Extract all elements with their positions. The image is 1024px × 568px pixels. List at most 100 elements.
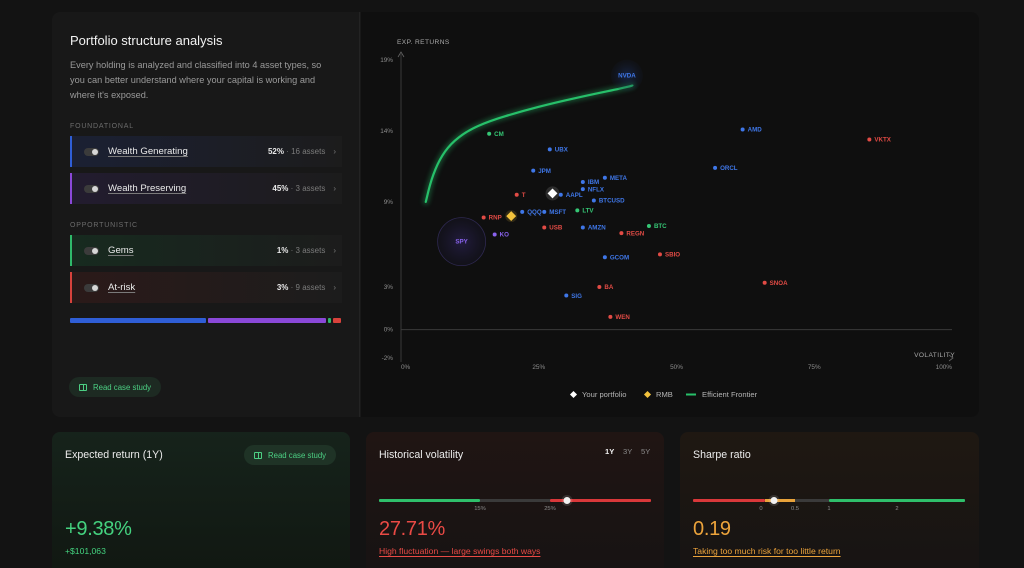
data-point <box>514 192 519 197</box>
point-label: REGN <box>626 230 644 237</box>
point-label: BTC <box>654 223 667 230</box>
scatter-plot: EXP. RETURNS VOLATILITY 19% 14% 9% 3% 0% -2% 0% 2… <box>380 39 955 399</box>
meter-tick-25: 25% <box>544 506 556 512</box>
period-5y[interactable]: 5Y <box>641 447 651 456</box>
data-point <box>602 255 607 260</box>
data-point <box>867 137 872 142</box>
category-row-gems[interactable]: Gems 1% · 3 assets › <box>70 235 342 266</box>
category-stats: 1% · 3 assets <box>277 246 325 255</box>
point-label: LTV <box>582 208 594 215</box>
data-point <box>646 224 651 229</box>
card-title: Sharpe ratio <box>693 449 751 461</box>
toggle-switch[interactable] <box>84 184 99 193</box>
chevron-right-icon: › <box>333 184 336 193</box>
y-tick-label: 19% <box>380 57 393 64</box>
point-label: SPY <box>455 239 468 246</box>
legend-your-portfolio-icon <box>569 390 578 399</box>
y-tick-label: -2% <box>382 355 394 362</box>
point-label: T <box>522 192 526 199</box>
point-label: BTCUSD <box>599 198 625 205</box>
category-name: At-risk <box>108 282 136 293</box>
point-label: AMZN <box>588 225 606 232</box>
data-point <box>608 314 613 319</box>
category-stats: 3% · 9 assets <box>277 283 325 292</box>
sharpe-meter <box>693 499 965 502</box>
case-study-label: Read case study <box>93 382 152 392</box>
expected-return-amount: +$101,063 <box>65 546 106 556</box>
y-tick-label: 3% <box>384 284 394 291</box>
point-label: JPM <box>538 168 551 175</box>
risk-return-chart: EXP. RETURNS VOLATILITY 19% 14% 9% 3% 0% -2% 0% 2… <box>361 12 979 417</box>
legend-your-portfolio: Your portfolio <box>582 390 626 399</box>
point-label: BA <box>604 284 613 291</box>
category-row-at-risk[interactable]: At-risk 3% · 9 assets › <box>70 272 342 303</box>
category-name: Wealth Generating <box>108 146 188 157</box>
panel-title: Portfolio structure analysis <box>70 33 223 48</box>
data-point <box>564 293 569 298</box>
toggle-switch[interactable] <box>84 283 99 292</box>
category-row-wealth-preserving[interactable]: Wealth Preserving 45% · 3 assets › <box>70 173 342 204</box>
toggle-switch[interactable] <box>84 147 99 156</box>
volatility-meter <box>379 499 651 502</box>
meter-tick-0-5: 0.5 <box>790 506 800 512</box>
category-percent: 52% <box>267 147 284 156</box>
point-label: USB <box>549 225 563 232</box>
sharpe-ratio-card: Sharpe ratio 0 0.5 1 2 0.19 Taking too m… <box>680 432 979 568</box>
spy-bubble <box>437 217 487 267</box>
efficient-frontier-glow <box>422 82 636 205</box>
x-axis-arrow-icon <box>948 354 954 362</box>
read-case-study-button[interactable]: Read case study <box>244 445 337 465</box>
y-axis-arrow-icon <box>397 51 405 58</box>
data-point <box>575 208 580 213</box>
allocation-segment <box>70 318 207 323</box>
category-asset-count: · 16 assets <box>283 147 326 156</box>
x-tick-label: 25% <box>532 364 545 371</box>
foundational-label: FOUNDATIONAL <box>70 123 134 130</box>
category-row-wealth-generating[interactable]: Wealth Generating 52% · 16 assets › <box>70 136 342 167</box>
point-label: UBX <box>555 147 569 154</box>
period-3y[interactable]: 3Y <box>623 447 633 456</box>
toggle-switch[interactable] <box>84 246 99 255</box>
category-stats: 52% · 16 assets <box>268 147 325 156</box>
data-point <box>591 198 596 203</box>
point-label: CM <box>494 131 504 138</box>
data-point <box>547 147 552 152</box>
category-stats: 45% · 3 assets <box>272 184 325 193</box>
x-tick-label: 75% <box>808 364 821 371</box>
point-label: GCOM <box>610 254 629 261</box>
point-label: NVDA <box>618 73 636 80</box>
category-asset-count: · 3 assets <box>288 184 326 193</box>
legend-efficient-frontier: Efficient Frontier <box>702 390 758 399</box>
data-point <box>762 280 767 285</box>
data-point <box>619 231 624 236</box>
data-point <box>713 165 718 170</box>
opportunistic-label: OPPORTUNISTIC <box>70 222 138 229</box>
period-1y[interactable]: 1Y <box>605 447 615 456</box>
your-portfolio-marker <box>547 188 558 199</box>
point-label: AMD <box>748 127 763 134</box>
rmb-marker <box>506 211 517 222</box>
book-icon <box>79 383 87 391</box>
category-percent: 1% <box>276 246 289 255</box>
portfolio-structure-panel: Portfolio structure analysis Every holdi… <box>52 12 979 417</box>
legend-rmb-icon <box>643 390 652 399</box>
read-case-study-button[interactable]: Read case study <box>69 377 162 397</box>
point-label: VKTX <box>874 137 891 144</box>
point-label: RNP <box>489 215 502 222</box>
point-label: MSFT <box>549 209 566 216</box>
point-label: IBM <box>588 179 599 186</box>
chevron-right-icon: › <box>333 283 336 292</box>
meter-tick-2: 2 <box>895 506 899 512</box>
x-axis-title: VOLATILITY <box>914 352 955 359</box>
structure-sidebar: Portfolio structure analysis Every holdi… <box>52 12 360 417</box>
data-point <box>542 225 547 230</box>
data-point <box>580 225 585 230</box>
data-point <box>657 252 662 257</box>
data-point <box>580 187 585 192</box>
card-title: Historical volatility <box>379 449 464 461</box>
y-tick-label: 14% <box>380 128 393 135</box>
data-point <box>481 215 486 220</box>
data-point <box>602 175 607 180</box>
meter-tick-15: 15% <box>474 506 486 512</box>
category-asset-count: · 9 assets <box>288 283 326 292</box>
